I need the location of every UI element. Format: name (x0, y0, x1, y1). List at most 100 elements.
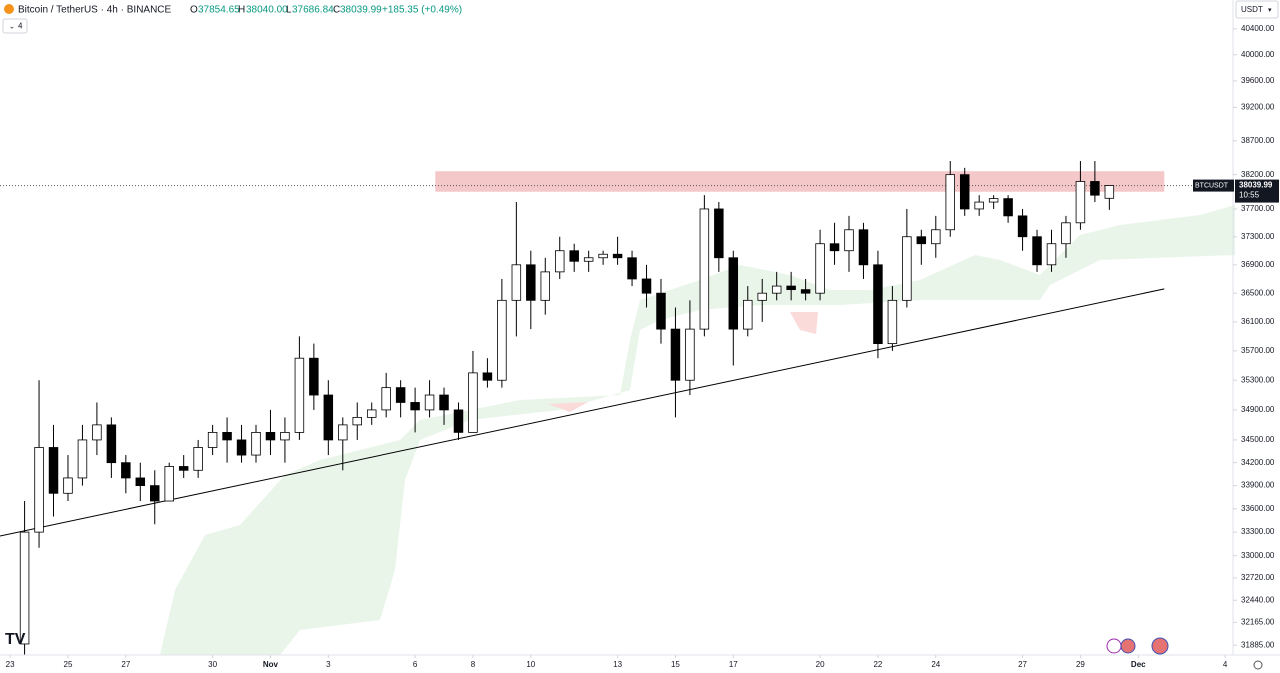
currency: USDT (1241, 5, 1263, 14)
candle-body (63, 477, 73, 494)
y-tick-label: 33600.00 (1241, 504, 1275, 513)
x-tick-label: 30 (208, 660, 217, 669)
candle-body (627, 257, 637, 280)
candle-body (887, 299, 898, 345)
ohlc-value: 37686.84 (292, 5, 334, 16)
candle-body (1032, 236, 1042, 266)
candle-body (829, 243, 840, 252)
y-tick-label: 33300.00 (1241, 527, 1275, 536)
candle-body (439, 394, 449, 411)
candle-body (511, 264, 522, 301)
candle-body (280, 431, 290, 441)
candle-body (959, 174, 970, 210)
candle-body (424, 394, 435, 411)
candle-body (193, 447, 203, 471)
y-tick-label: 37300.00 (1241, 232, 1275, 241)
candle-body (309, 357, 319, 396)
y-tick-label: 34200.00 (1241, 458, 1275, 467)
candle-body (902, 236, 912, 301)
candle-body (34, 447, 44, 533)
x-tick-label: 6 (413, 660, 418, 669)
candle-body (265, 431, 276, 441)
candle-body (106, 424, 117, 464)
event-icon[interactable] (1106, 638, 1122, 654)
candle-body (526, 264, 536, 301)
candle-body (497, 299, 507, 381)
y-tick-label: 35700.00 (1241, 346, 1275, 355)
candle-body (135, 477, 146, 487)
candle-body (121, 462, 131, 479)
y-tick-label: 35300.00 (1241, 375, 1275, 384)
candle-body (236, 439, 247, 456)
y-tick-label: 31885.00 (1241, 640, 1275, 649)
settings-icon[interactable] (1253, 660, 1263, 670)
candle-body (945, 174, 955, 231)
candle-body (1104, 185, 1115, 199)
candle-body (757, 292, 767, 301)
countdown: 10:55 (1239, 191, 1260, 200)
event-icon[interactable] (1151, 637, 1169, 655)
y-tick-label: 32720.00 (1241, 573, 1275, 582)
candle-body (1061, 222, 1071, 245)
candle-body (1003, 198, 1013, 217)
candle-body (670, 328, 681, 381)
coin-icon (4, 4, 14, 14)
chevron: ⌄ (9, 23, 15, 30)
price-box (1235, 179, 1279, 203)
ohlc-label: L (286, 5, 292, 16)
x-tick-label: 3 (326, 660, 331, 669)
candle-body (150, 485, 160, 502)
candle-body (554, 250, 565, 273)
candle-body (323, 394, 334, 441)
event-icon[interactable] (1120, 638, 1136, 654)
candle-body (815, 243, 825, 294)
x-tick-label: 4 (1223, 660, 1228, 669)
y-tick-label: 34500.00 (1241, 435, 1275, 444)
x-tick-label: 23 (6, 660, 15, 669)
candle-body (366, 409, 377, 418)
candle-body (685, 328, 695, 381)
trendline (0, 288, 1165, 537)
currency-select[interactable] (1235, 0, 1279, 19)
candle-body (743, 299, 753, 330)
candle-body (92, 424, 102, 441)
candle-body (1017, 215, 1028, 238)
candle-body (178, 466, 189, 471)
x-tick-label: 10 (526, 660, 535, 669)
indicator-count: 4 (18, 22, 23, 31)
candle-body (352, 416, 362, 426)
y-tick-label: 38700.00 (1241, 136, 1275, 145)
ohlc-label: O (190, 5, 198, 16)
candle-body (771, 285, 782, 294)
x-tick-label: Nov (263, 660, 279, 669)
candle-body (714, 208, 724, 259)
x-tick-label: 27 (121, 660, 130, 669)
change: +185.35 (+0.49%) (382, 5, 462, 16)
ohlc-value: 38040.00 (246, 5, 288, 16)
y-tick-label: 33900.00 (1241, 481, 1275, 490)
candle-body (251, 431, 261, 456)
ohlc-value: 37854.65 (198, 5, 240, 16)
candle-body (468, 372, 478, 433)
candle-body (988, 198, 999, 203)
candle-body (540, 271, 551, 301)
candle-body (453, 409, 464, 433)
x-tick-label: 17 (729, 660, 738, 669)
ohlc-label: C (333, 5, 340, 16)
ohlc-label: H (238, 5, 245, 16)
y-tick-label: 33000.00 (1241, 551, 1275, 560)
x-tick-label: 29 (1076, 660, 1085, 669)
candle-body (222, 431, 232, 441)
y-tick-label: 39600.00 (1241, 76, 1275, 85)
x-tick-label: 20 (816, 660, 825, 669)
candle-body (800, 289, 811, 294)
ohlc-value: 38039.99 (340, 5, 382, 16)
y-tick-label: 36500.00 (1241, 288, 1275, 297)
y-tick-label: 38200.00 (1241, 170, 1275, 179)
y-tick-label: 40400.00 (1241, 24, 1275, 33)
candle-body (164, 466, 174, 502)
candle-body (1075, 181, 1086, 224)
indicator-toggle[interactable] (2, 18, 28, 34)
candle-body (916, 236, 927, 245)
candle-body (395, 387, 406, 403)
